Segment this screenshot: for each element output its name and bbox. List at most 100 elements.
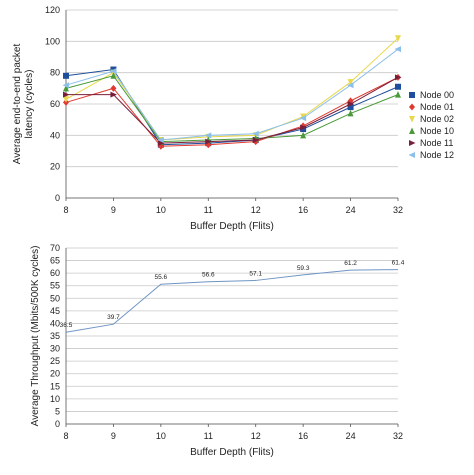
y-tick-label: 55	[50, 281, 60, 291]
y-tick-label: 35	[50, 331, 60, 341]
y-tick-label: 45	[50, 306, 60, 316]
y-tick-label: 80	[50, 68, 60, 78]
data-point	[63, 72, 69, 79]
data-point	[157, 137, 164, 144]
throughput-chart: 0 5 10 15 20 25 30 35 40 45 50 55 60 65 70 8 9 10 11 12 16 24…	[30, 243, 405, 458]
series-line-node-10	[65, 75, 399, 143]
y-tick-label: 30	[50, 344, 60, 354]
y-tick-label: 65	[50, 256, 60, 266]
data-label: 56.6	[202, 272, 215, 279]
x-tick-label: 16	[298, 205, 308, 215]
data-point	[347, 104, 354, 111]
data-point	[110, 72, 117, 79]
data-point	[205, 138, 212, 145]
x-tick-label: 32	[393, 431, 403, 441]
x-axis-title: Buffer Depth (Flits)	[190, 221, 274, 232]
data-point	[395, 83, 401, 90]
x-tick-label: 11	[204, 431, 213, 441]
data-point	[63, 96, 69, 103]
y-tick-label: 50	[50, 293, 60, 303]
legend: Node 00 Node 01 Node 02 Node 10 Node 11 Node …	[408, 90, 454, 160]
y-axis-title-line: Average end-to-end packet	[12, 44, 23, 165]
x-tick-label: 10	[156, 205, 166, 215]
y-tick-label: 60	[50, 268, 60, 278]
data-point	[395, 35, 401, 42]
data-point	[110, 91, 117, 98]
data-label: 55.6	[155, 274, 168, 281]
data-point	[395, 74, 402, 81]
x-tick-label: 9	[111, 431, 116, 441]
x-tick-label: 8	[63, 431, 68, 441]
data-point	[394, 46, 401, 53]
data-point	[395, 91, 401, 98]
data-label: 61.4	[392, 260, 405, 267]
data-point	[63, 91, 70, 98]
series-line-node-02	[65, 37, 399, 141]
y-axis-title-line: latency (cycles)	[24, 70, 35, 139]
x-tick-label: 24	[346, 205, 356, 215]
data-point	[347, 79, 354, 86]
x-axis-title: Buffer Depth (Flits)	[190, 447, 274, 458]
y-tick-label: 20	[50, 369, 60, 379]
y-tick-label: 5	[55, 406, 60, 416]
series-line-node-11	[66, 76, 399, 144]
legend-marker	[409, 127, 415, 134]
data-point	[252, 137, 260, 144]
y-tick-label: 60	[50, 99, 60, 109]
series-line-node-01	[65, 76, 399, 147]
y-tick-label: 25	[50, 356, 60, 366]
series-line-node-12	[65, 48, 399, 141]
legend-label: Node 11	[420, 138, 453, 148]
data-point	[347, 82, 354, 89]
y-tick-label: 40	[50, 318, 60, 328]
y-tick-label: 0	[55, 419, 60, 429]
data-label: 59.3	[297, 265, 310, 272]
y-axis-title: Average end-to-end packetlatency (cycles…	[12, 44, 35, 165]
data-point	[63, 84, 69, 92]
data-point	[299, 115, 307, 122]
x-tick-label: 32	[393, 205, 403, 215]
legend-marker	[409, 103, 415, 111]
data-point	[109, 68, 117, 75]
legend-label: Node 02	[420, 114, 454, 124]
series-line	[65, 269, 399, 333]
data-point	[62, 82, 69, 89]
legend-marker	[409, 140, 416, 146]
x-tick-label: 24	[346, 431, 356, 441]
data-point	[157, 140, 165, 147]
y-tick-label: 120	[45, 5, 60, 15]
y-tick-label: 0	[55, 193, 60, 203]
y-tick-label: 100	[45, 36, 60, 46]
x-tick-label: 11	[204, 205, 213, 215]
data-label: 36.5	[60, 322, 73, 329]
y-tick-label: 20	[50, 162, 60, 172]
data-label: 61.2	[344, 260, 357, 267]
legend-marker	[408, 152, 415, 158]
y-tick-label: 70	[50, 243, 60, 253]
data-point	[300, 124, 307, 131]
legend-marker	[409, 116, 415, 123]
data-point	[204, 132, 212, 139]
x-tick-label: 16	[298, 431, 308, 441]
data-point	[347, 101, 355, 107]
legend-label: Node 01	[420, 102, 454, 112]
y-tick-label: 40	[50, 130, 60, 140]
x-tick-label: 12	[251, 205, 261, 215]
latency-chart: 0 20 40 60 80 100 120 8 9 10 11 12 16 24 32 Buffer Dept…	[12, 5, 454, 232]
x-tick-label: 10	[156, 431, 166, 441]
legend-label: Node 10	[420, 126, 454, 136]
data-point	[347, 109, 354, 117]
legend-label: Node 12	[420, 150, 454, 160]
legend-label: Node 00	[420, 90, 454, 100]
y-axis-title: Average Throughput (Mbits/500K cycles)	[30, 246, 41, 427]
y-tick-label: 15	[50, 381, 60, 391]
y-tick-label: 10	[50, 394, 60, 404]
data-point	[300, 131, 307, 139]
legend-marker	[409, 92, 415, 98]
data-label: 39.7	[107, 314, 120, 321]
x-tick-label: 9	[111, 205, 116, 215]
data-label: 57.1	[249, 270, 262, 277]
x-tick-label: 8	[63, 205, 68, 215]
data-point	[110, 84, 117, 92]
